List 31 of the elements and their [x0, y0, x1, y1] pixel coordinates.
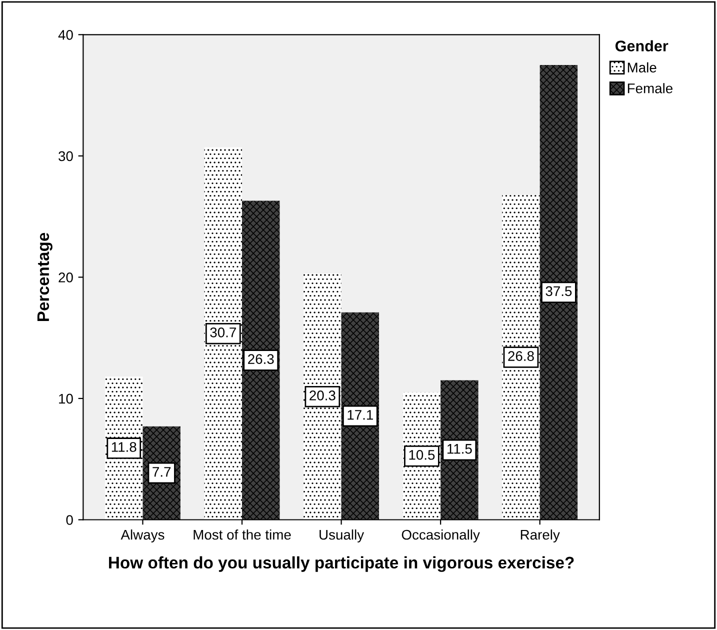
x-axis-title: How often do you usually participate in vigorous exercise?: [109, 556, 574, 572]
y-tick-label: 40: [58, 30, 73, 40]
bar: [204, 147, 242, 520]
data-label: 20.3: [310, 390, 336, 400]
data-label: 37.5: [546, 286, 572, 296]
legend-label: Female: [628, 83, 672, 94]
data-label: 30.7: [210, 327, 236, 338]
y-axis-title: Percentage: [37, 232, 52, 322]
y-tick-label: 20: [58, 272, 73, 282]
bar: [540, 64, 578, 520]
x-tick-label: Rarely: [520, 529, 560, 542]
bar: [304, 274, 342, 520]
data-label: 26.8: [508, 351, 534, 361]
data-label: 11.8: [112, 442, 136, 452]
data-label: 7.7: [152, 467, 171, 477]
data-label: 26.3: [248, 354, 274, 364]
bar: [502, 194, 540, 520]
x-tick-label: Usually: [320, 529, 364, 542]
bar: [341, 312, 380, 520]
y-tick-label: 10: [59, 394, 73, 404]
data-label: 10.5: [409, 450, 435, 460]
legend-title: Gender: [616, 40, 668, 52]
data-label: 11.5: [447, 444, 472, 454]
x-tick-label: Always: [120, 529, 164, 542]
y-tick-label: 0: [66, 515, 73, 525]
bar: [242, 200, 280, 520]
y-tick-label: 30: [58, 151, 73, 162]
x-tick-label: Most of the time: [194, 529, 291, 540]
legend-label: Male: [628, 62, 656, 72]
x-tick-label: Occasionally: [402, 529, 480, 542]
data-label: 17.1: [348, 410, 373, 420]
